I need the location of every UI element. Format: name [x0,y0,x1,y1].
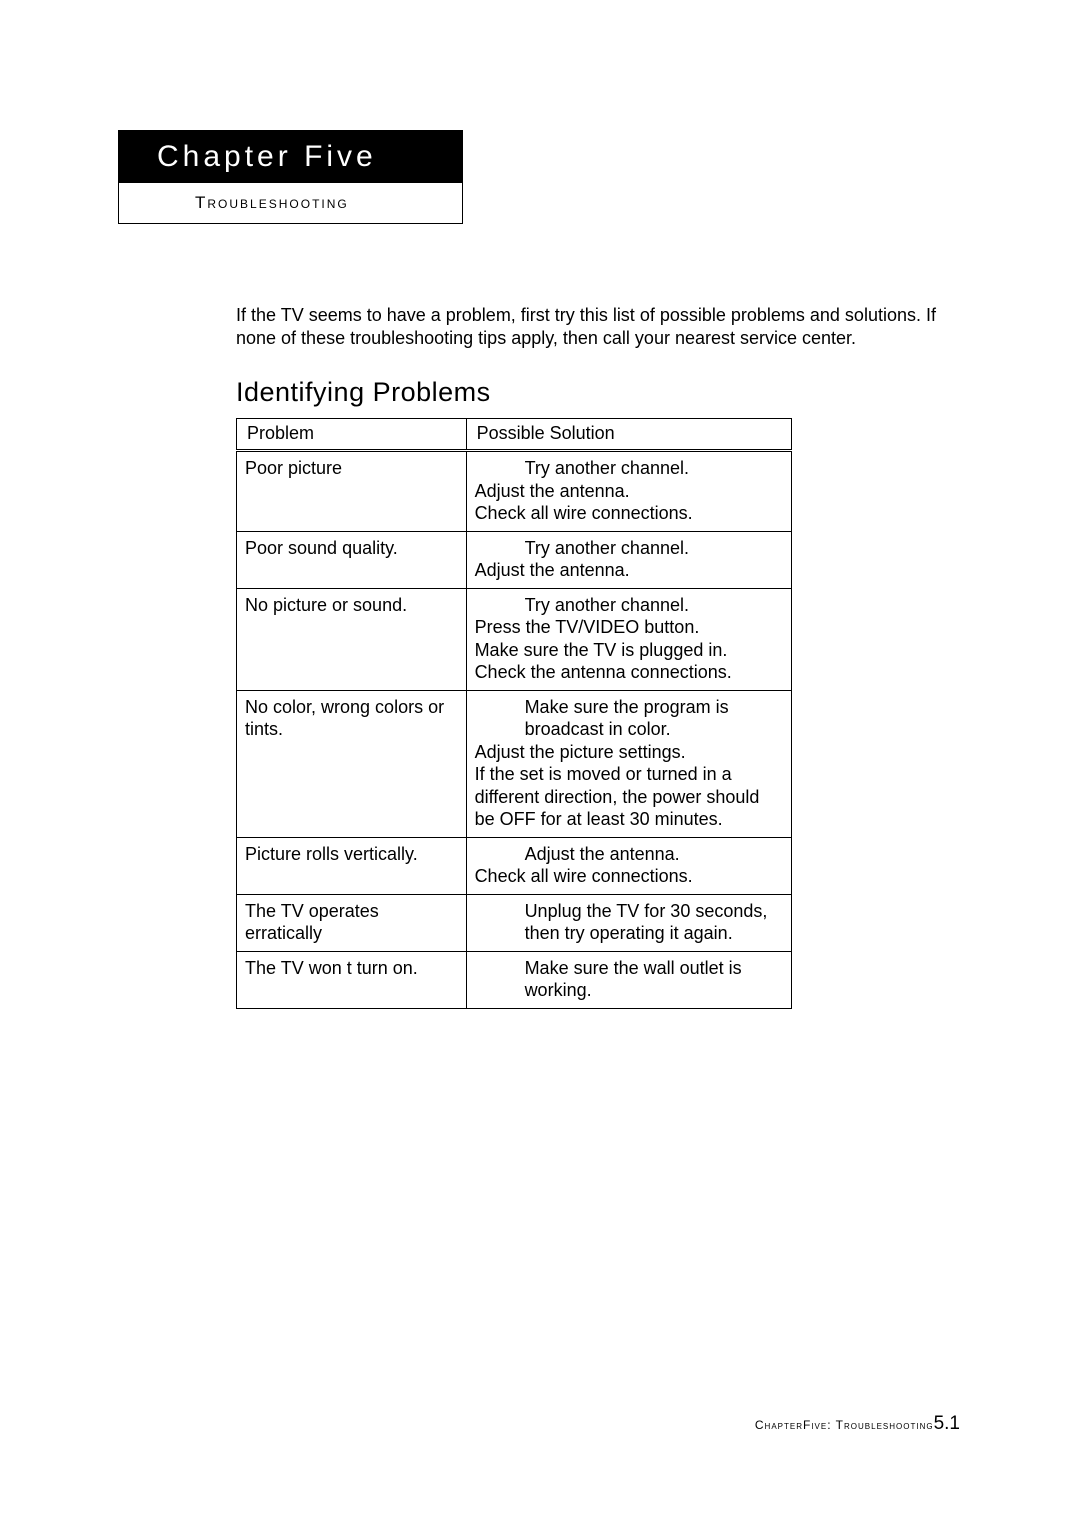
problem-cell: Poor sound quality. [237,531,467,588]
solution-line: Adjust the antenna. [525,843,783,866]
chapter-subtitle: Troubleshooting [119,183,462,223]
solution-line: Press the TV/VIDEO button. [475,616,783,639]
table-row: Picture rolls vertically.Adjust the ante… [237,837,792,894]
table-row: No color, wrong colors or tints. Make sur… [237,690,792,837]
problem-cell: No color, wrong colors or tints. [237,690,467,837]
footer-label: ChapterFive: Troubleshooting [755,1418,934,1432]
solution-line: Make sure the TV is plugged in. [475,639,783,662]
solution-cell: Make sure the program is broadcast in co… [466,690,791,837]
solution-line: Unplug the TV for 30 seconds, then try o… [525,900,783,945]
problem-cell: No picture or sound. [237,588,467,690]
troubleshooting-table-wrap: Problem Possible Solution Poor pictureTr… [236,418,960,1009]
table-body: Poor pictureTry another channel.Adjust t… [237,451,792,1009]
problem-cell: Picture rolls vertically. [237,837,467,894]
problem-cell: The TV operates erratically [237,894,467,951]
document-page: Chapter Five Troubleshooting If the TV s… [0,0,1080,1528]
solution-cell: Try another channel.Adjust the antenna. [466,531,791,588]
solution-line: Check all wire connections. [475,865,783,888]
solution-line: Try another channel. [525,457,783,480]
solution-line: Try another channel. [525,537,783,560]
solution-line: Make sure the wall outlet is working. [525,957,783,1002]
solution-line: Adjust the antenna. [475,480,783,503]
solution-cell: Unplug the TV for 30 seconds, then try o… [466,894,791,951]
solution-cell: Try another channel.Adjust the antenna.C… [466,451,791,532]
solution-line: Adjust the picture settings. [475,741,783,764]
table-row: The TV operates erratically Unplug the TV… [237,894,792,951]
solution-line: Make sure the program is broadcast in co… [525,696,783,741]
chapter-header-box: Chapter Five Troubleshooting [118,130,463,224]
table-row: The TV won t turn on. Make sure the wall … [237,951,792,1008]
table-row: Poor pictureTry another channel.Adjust t… [237,451,792,532]
intro-paragraph: If the TV seems to have a problem, first… [236,304,960,349]
table-row: No picture or sound.Try another channel.… [237,588,792,690]
problem-cell: Poor picture [237,451,467,532]
header-solution: Possible Solution [466,419,791,451]
footer-page-number: 5.1 [934,1413,960,1434]
section-heading: Identifying Problems [236,377,960,408]
solution-cell: Try another channel.Press the TV/VIDEO b… [466,588,791,690]
solution-cell: Adjust the antenna.Check all wire connec… [466,837,791,894]
solution-line: Adjust the antenna. [475,559,783,582]
chapter-title: Chapter Five [119,131,462,183]
solution-line: If the set is moved or turned in a diffe… [475,763,783,831]
table-row: Poor sound quality.Try another channel.A… [237,531,792,588]
solution-line: Check all wire connections. [475,502,783,525]
solution-cell: Make sure the wall outlet is working. [466,951,791,1008]
solution-line: Check the antenna connections. [475,661,783,684]
page-footer: ChapterFive: Troubleshooting5.1 [755,1413,960,1435]
problem-cell: The TV won t turn on. [237,951,467,1008]
header-problem: Problem [237,419,467,451]
solution-line: Try another channel. [525,594,783,617]
table-header-row: Problem Possible Solution [237,419,792,451]
troubleshooting-table: Problem Possible Solution Poor pictureTr… [236,418,792,1009]
